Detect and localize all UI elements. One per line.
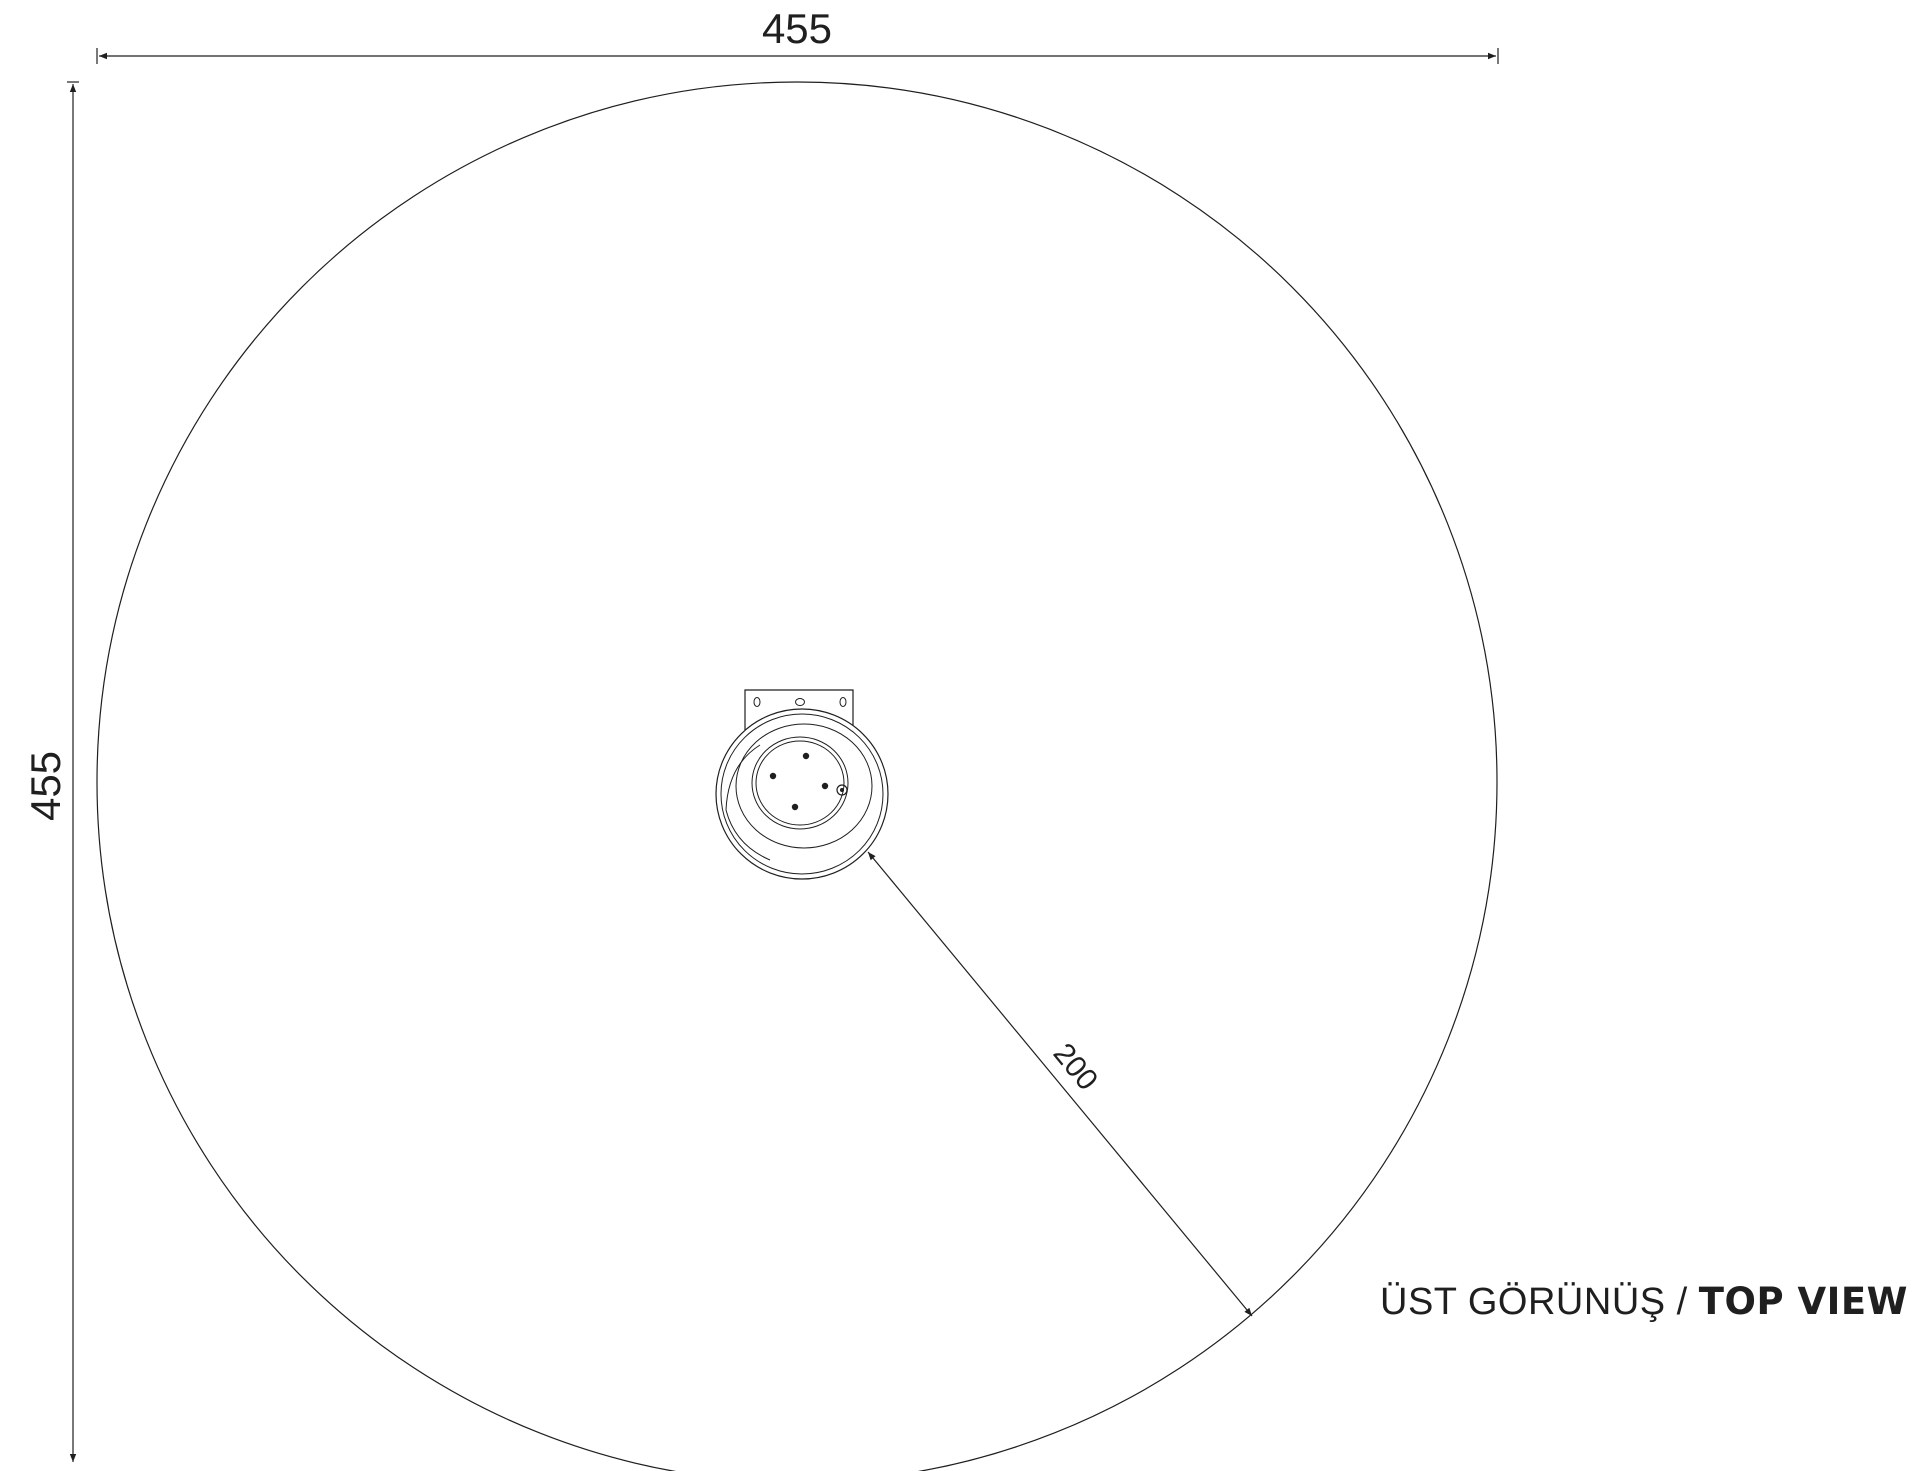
central-hub bbox=[715, 708, 889, 880]
bracket-hole-left bbox=[753, 697, 761, 707]
height-dimension: 455 bbox=[22, 81, 79, 1462]
hub-bolt-bottom bbox=[791, 803, 799, 811]
caption-english: TOP VIEW bbox=[1698, 1280, 1908, 1323]
hub-grease-fitting bbox=[836, 784, 848, 796]
hub-bolt-left bbox=[769, 772, 777, 780]
hub-bolt-right bbox=[821, 782, 829, 790]
height-dimension-label: 455 bbox=[22, 751, 69, 821]
width-dimension: 455 bbox=[96, 5, 1499, 64]
view-caption: ÜST GÖRÜNÜŞ / TOP VIEW bbox=[1380, 1280, 1908, 1324]
radius-dimension-label: 200 bbox=[1047, 1037, 1104, 1097]
caption-turkish: ÜST GÖRÜNÜŞ / bbox=[1380, 1281, 1688, 1323]
width-dimension-label: 455 bbox=[762, 5, 832, 52]
radius-dimension: 200 bbox=[867, 851, 1253, 1317]
bracket-hole-right bbox=[839, 697, 847, 707]
bracket-hole-center bbox=[795, 698, 805, 706]
hub-bolt-top bbox=[802, 752, 810, 760]
radius-dimension-line bbox=[867, 851, 1253, 1317]
outer-disk-outline bbox=[96, 81, 1498, 1471]
